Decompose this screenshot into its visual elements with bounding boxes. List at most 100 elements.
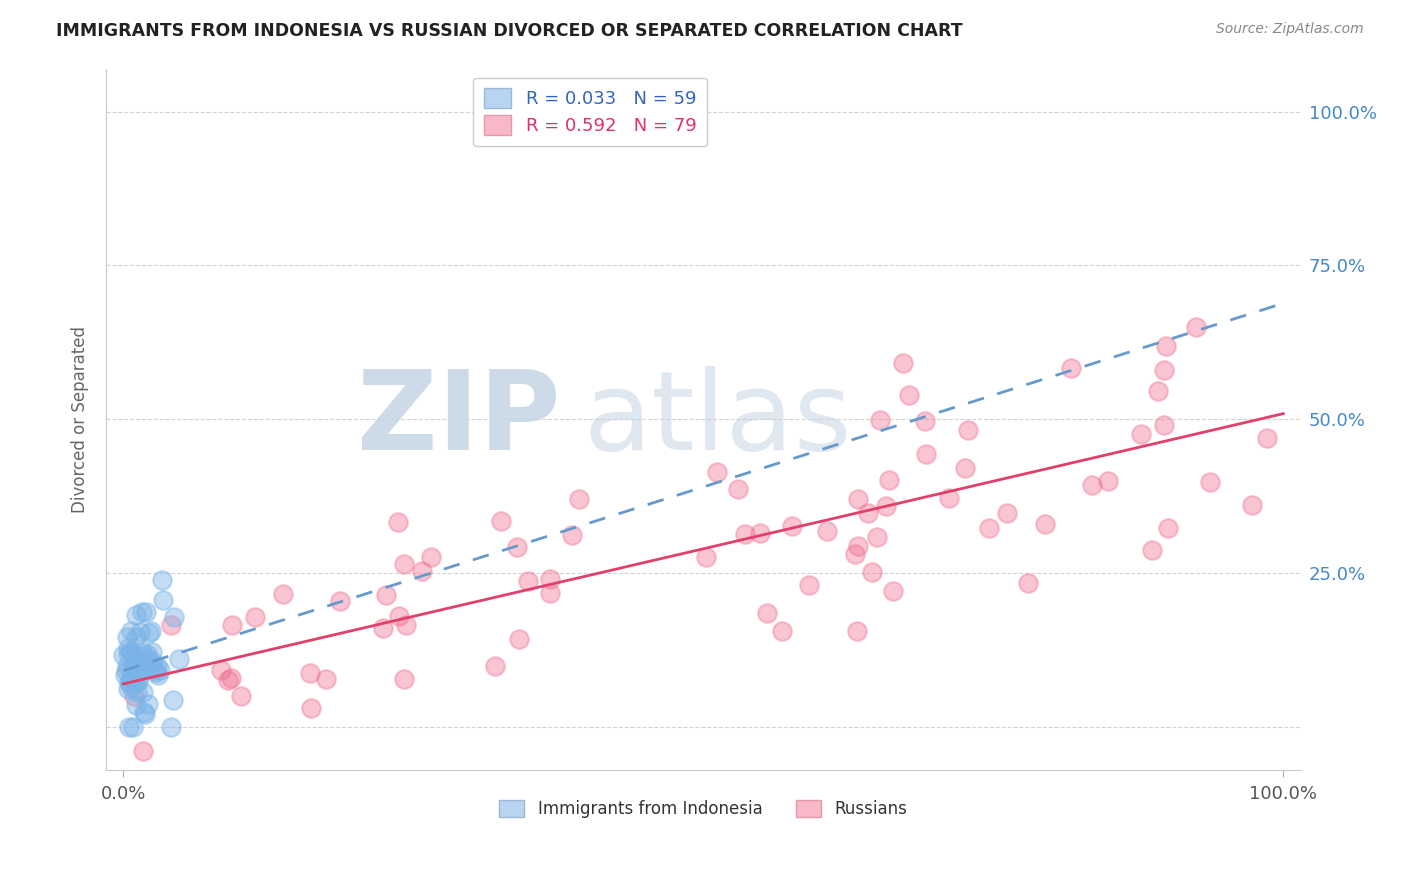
Point (217, 673, 239, 687)
Point (114, 668, 136, 682)
Point (846, 539, 869, 553)
Point (1129, 426, 1152, 441)
Point (125, 665, 148, 680)
Point (898, 388, 921, 402)
Point (125, 630, 148, 644)
Point (955, 461, 977, 475)
Point (734, 526, 756, 541)
Point (1185, 319, 1208, 334)
Point (782, 519, 804, 533)
Point (388, 609, 411, 624)
Point (299, 701, 322, 715)
Point (124, 669, 146, 683)
Point (162, 693, 184, 707)
Point (1240, 499, 1263, 513)
Point (395, 618, 418, 632)
Point (131, 605, 153, 619)
Point (134, 706, 156, 721)
Point (979, 521, 1001, 535)
Point (1153, 417, 1175, 432)
Point (124, 655, 146, 669)
Point (243, 610, 266, 624)
Point (538, 572, 561, 586)
Point (748, 526, 770, 541)
Point (882, 583, 904, 598)
Point (875, 499, 897, 513)
Point (120, 671, 142, 685)
Point (375, 588, 398, 602)
Point (229, 689, 252, 703)
Point (1081, 478, 1104, 492)
Point (845, 624, 868, 639)
Point (120, 646, 142, 660)
Point (135, 647, 157, 661)
Point (143, 663, 166, 677)
Point (846, 491, 869, 506)
Text: atlas: atlas (583, 366, 852, 473)
Point (118, 675, 141, 690)
Point (134, 657, 156, 672)
Point (127, 672, 149, 686)
Point (118, 720, 141, 734)
Point (114, 664, 136, 678)
Point (538, 586, 561, 600)
Point (118, 774, 141, 789)
Point (1060, 360, 1083, 375)
Point (772, 624, 794, 639)
Point (163, 610, 186, 624)
Point (131, 645, 153, 659)
Point (117, 647, 139, 661)
Point (134, 706, 156, 720)
Point (125, 685, 148, 699)
Point (169, 652, 191, 666)
Point (1154, 339, 1177, 353)
Point (139, 624, 162, 638)
Point (120, 644, 142, 658)
Point (115, 659, 138, 673)
Point (995, 506, 1018, 520)
Point (152, 592, 174, 607)
Point (315, 673, 337, 687)
Point (1097, 474, 1119, 488)
Point (122, 689, 145, 703)
Point (484, 659, 506, 673)
Point (122, 659, 145, 673)
Point (866, 530, 889, 544)
Point (891, 356, 914, 370)
Point (129, 624, 152, 639)
Point (1157, 521, 1180, 535)
Point (221, 671, 243, 685)
Point (136, 651, 159, 665)
Point (727, 482, 749, 496)
Point (1017, 575, 1039, 590)
Y-axis label: Divorced or Separated: Divorced or Separated (72, 326, 89, 513)
Point (860, 566, 883, 580)
Point (127, 673, 149, 688)
Point (118, 675, 141, 690)
Point (146, 668, 169, 682)
Point (121, 720, 143, 734)
Point (706, 466, 728, 480)
Point (695, 549, 717, 564)
Point (1142, 542, 1164, 557)
Point (117, 681, 139, 696)
Point (1198, 475, 1220, 489)
Point (938, 491, 960, 505)
Point (136, 654, 159, 668)
Point (373, 621, 395, 635)
Point (122, 648, 145, 663)
Point (124, 607, 146, 622)
Point (877, 473, 900, 487)
Point (392, 557, 415, 571)
Point (112, 648, 135, 663)
Point (1033, 516, 1056, 531)
Point (856, 507, 879, 521)
Point (508, 632, 530, 646)
Point (117, 640, 139, 655)
Point (844, 547, 866, 561)
Point (869, 412, 891, 426)
Point (561, 528, 583, 542)
Point (120, 680, 142, 694)
Point (209, 663, 232, 677)
Point (141, 645, 163, 659)
